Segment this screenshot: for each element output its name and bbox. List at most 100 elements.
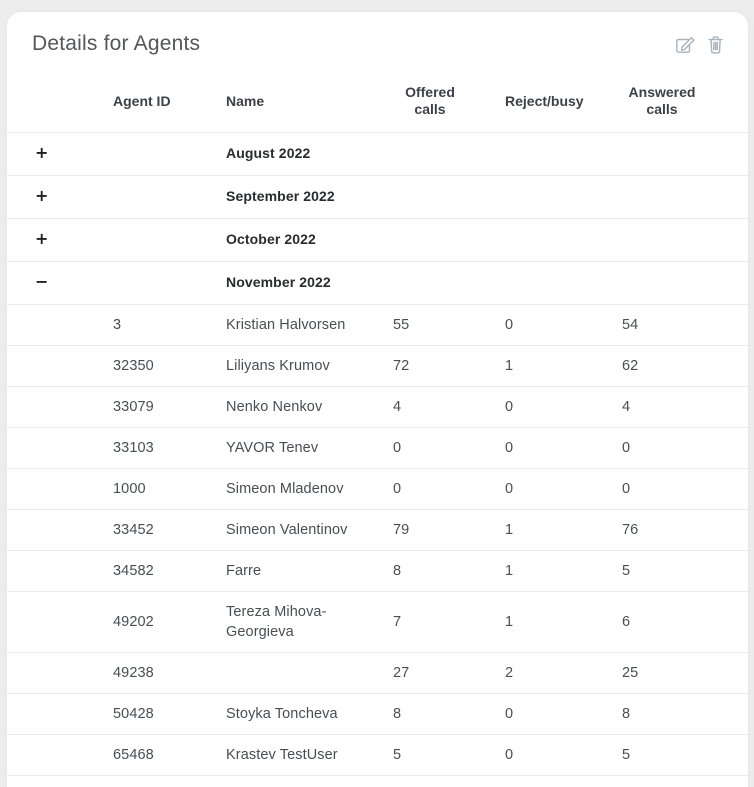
edit-icon: [676, 36, 695, 53]
empty-cell: [7, 509, 113, 551]
column-header-reject-busy: Reject/busy: [505, 71, 622, 133]
details-card: Details for Agents: [7, 12, 748, 787]
empty-cell: [7, 386, 113, 428]
month-group-label: November 2022: [226, 273, 331, 290]
empty-cell: [393, 175, 505, 219]
month-group-row[interactable]: + September 2022: [7, 175, 748, 219]
agent-id-cell: 1000: [113, 468, 226, 510]
empty-cell: [505, 175, 622, 219]
month-group-row[interactable]: − November 2022: [7, 261, 748, 305]
agent-row: 34582 Farre 8 1 5: [7, 550, 748, 592]
answered-calls-cell: 5: [622, 550, 748, 592]
empty-cell: [7, 550, 113, 592]
card-actions: [673, 33, 726, 56]
reject-busy-cell: 0: [505, 386, 622, 428]
column-header-name: Name: [226, 71, 393, 133]
agents-table-body: + August 2022 + September 2022 + October…: [7, 132, 748, 787]
answered-calls-cell: 4: [622, 386, 748, 428]
month-group-row[interactable]: + August 2022: [7, 132, 748, 176]
delete-button[interactable]: [705, 33, 726, 56]
expand-toggle-icon[interactable]: +: [35, 186, 49, 205]
agent-id-cell: 3: [113, 304, 226, 346]
agent-row: 49202 Tereza Mihova-Georgieva 7 1 6: [7, 591, 748, 653]
offered-calls-cell: 0: [393, 427, 505, 469]
agent-id-cell: 49202: [113, 591, 226, 653]
column-header-expander: [7, 71, 113, 133]
empty-cell: [7, 345, 113, 387]
empty-cell: [7, 468, 113, 510]
agent-name-cell: Farre: [226, 550, 393, 592]
reject-busy-cell: 0: [505, 427, 622, 469]
offered-calls-cell: 0: [393, 468, 505, 510]
agent-row: 33079 Nenko Nenkov 4 0 4: [7, 386, 748, 428]
empty-cell: [505, 132, 622, 176]
agent-id-cell: 50428: [113, 693, 226, 735]
month-group-label: August 2022: [226, 144, 311, 161]
offered-calls-cell: 79: [393, 509, 505, 551]
answered-calls-cell: 8: [622, 693, 748, 735]
column-header-offered-calls: Offered calls: [393, 71, 505, 133]
empty-cell: [113, 132, 226, 176]
empty-cell: [7, 591, 113, 653]
expand-toggle-icon[interactable]: +: [35, 143, 49, 162]
agent-name-cell: Liliyans Krumov: [226, 345, 393, 387]
answered-calls-cell: 62: [622, 345, 748, 387]
expand-toggle-icon[interactable]: +: [35, 229, 49, 248]
agent-name-cell: [226, 652, 393, 694]
answered-calls-cell: 76: [622, 509, 748, 551]
empty-cell: [393, 132, 505, 176]
empty-cell: [7, 734, 113, 776]
agent-row: 50428 Stoyka Toncheva 8 0 8: [7, 693, 748, 735]
offered-calls-cell: 7: [393, 591, 505, 653]
expand-toggle-icon[interactable]: −: [35, 272, 49, 291]
empty-cell: [7, 693, 113, 735]
page-title: Details for Agents: [32, 32, 201, 55]
agent-row: 33103 YAVOR Tenev 0 0 0: [7, 427, 748, 469]
answered-calls-cell: 54: [622, 304, 748, 346]
agents-table: Agent ID Name Offered calls Reject/busy …: [7, 71, 748, 787]
reject-busy-cell: 0: [505, 468, 622, 510]
empty-cell: [113, 218, 226, 262]
answered-calls-cell: 5: [622, 734, 748, 776]
reject-busy-cell: 0: [505, 304, 622, 346]
offered-calls-cell: 72: [393, 345, 505, 387]
reject-busy-cell: 1: [505, 509, 622, 551]
edit-button[interactable]: [673, 33, 696, 56]
column-header-answered-calls: Answered calls: [622, 71, 748, 133]
offered-calls-cell: 27: [393, 652, 505, 694]
agent-row: 65468 Krastev TestUser 5 0 5: [7, 734, 748, 776]
empty-cell: [7, 304, 113, 346]
reject-busy-cell: 0: [505, 693, 622, 735]
reject-busy-cell: 0: [505, 734, 622, 776]
agent-name-cell: Nenko Nenkov: [226, 386, 393, 428]
agent-row: 32350 Liliyans Krumov 72 1 62: [7, 345, 748, 387]
agent-name-cell: YAVOR Tenev: [226, 427, 393, 469]
offered-calls-cell: 8: [393, 550, 505, 592]
agent-row: 1000 Simeon Mladenov 0 0 0: [7, 468, 748, 510]
empty-cell: [393, 218, 505, 262]
empty-cell: [505, 218, 622, 262]
agent-id-cell: 51034: [113, 775, 226, 787]
empty-cell: [622, 132, 748, 176]
answered-calls-cell: 8: [622, 775, 748, 787]
answered-calls-cell: 0: [622, 427, 748, 469]
empty-cell: [113, 261, 226, 305]
agent-id-cell: 32350: [113, 345, 226, 387]
offered-calls-cell: 4: [393, 386, 505, 428]
agent-name-cell: Krastev TestUser: [226, 734, 393, 776]
empty-cell: [113, 175, 226, 219]
column-header-agent-id: Agent ID: [113, 71, 226, 133]
reject-busy-cell: 1: [505, 345, 622, 387]
agent-id-cell: 49238: [113, 652, 226, 694]
trash-icon: [708, 35, 723, 54]
answered-calls-cell: 25: [622, 652, 748, 694]
empty-cell: [393, 261, 505, 305]
offered-calls-cell: 55: [393, 304, 505, 346]
agent-name-cell: Stoyka: [226, 775, 393, 787]
agent-name-cell: Tereza Mihova-Georgieva: [226, 591, 393, 653]
month-group-row[interactable]: + October 2022: [7, 218, 748, 262]
empty-cell: [7, 427, 113, 469]
offered-calls-cell: 5: [393, 734, 505, 776]
agent-row: 33452 Simeon Valentinov 79 1 76: [7, 509, 748, 551]
